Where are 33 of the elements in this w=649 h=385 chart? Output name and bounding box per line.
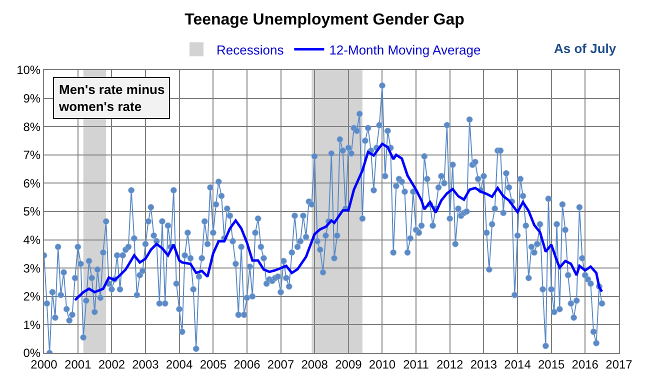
x-tick-label: 2012 bbox=[436, 357, 464, 372]
y-tick-label: 9% bbox=[23, 92, 41, 106]
x-tick-label: 2004 bbox=[166, 357, 193, 372]
x-tick-label: 2014 bbox=[504, 357, 532, 372]
x-tick-label: 2009 bbox=[335, 357, 362, 372]
x-tick-label: 2005 bbox=[200, 357, 227, 372]
x-tick-label: 2008 bbox=[301, 357, 328, 372]
text: As of July bbox=[554, 41, 617, 56]
x-tick-label: 2016 bbox=[572, 357, 599, 372]
y-tick-label: 7% bbox=[23, 148, 41, 162]
x-tick-label: 2015 bbox=[538, 357, 565, 372]
y-tick-label: 6% bbox=[23, 176, 41, 190]
x-tick-label: 2013 bbox=[470, 357, 498, 372]
x-tick-label: 2011 bbox=[403, 357, 430, 372]
line-series bbox=[74, 142, 604, 302]
legend-label: 12-Month Moving Average bbox=[329, 42, 481, 58]
x-tick-label: 2001 bbox=[64, 357, 92, 372]
y-tick-label: 8% bbox=[23, 120, 41, 134]
annotation: Men's rate minus women's rate bbox=[58, 82, 165, 114]
y-tick-label: 4% bbox=[23, 233, 41, 247]
y-tick-label: 1% bbox=[23, 318, 41, 332]
x-tick-label: 2010 bbox=[368, 357, 396, 372]
legend-label: Recessions bbox=[216, 42, 284, 58]
y-tick-label: 10% bbox=[16, 63, 41, 78]
x-tick-label: 2007 bbox=[267, 357, 294, 372]
y-tick-label: 5% bbox=[23, 204, 41, 219]
x-tick-label: 2017 bbox=[606, 357, 633, 372]
x-tick-label: 2006 bbox=[234, 357, 261, 372]
y-tick-label: 3% bbox=[23, 261, 41, 276]
x-tick-label: 2002 bbox=[98, 357, 126, 372]
chart-title: Teenage Unemployment Gender Gap bbox=[184, 12, 465, 29]
x-tick-label: 2003 bbox=[132, 357, 160, 372]
y-tick-label: 2% bbox=[23, 290, 41, 304]
